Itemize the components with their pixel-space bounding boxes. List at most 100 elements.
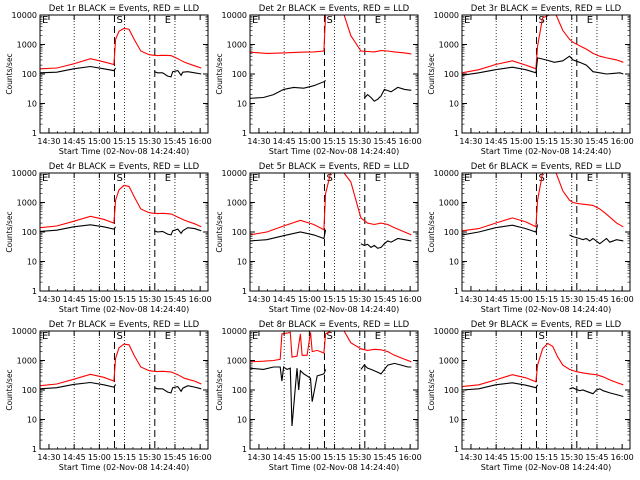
- x-tick-label: 14:45: [485, 137, 508, 146]
- start-marker-label: S: [538, 331, 544, 342]
- y-axis-label: Counts/sec: [215, 211, 224, 252]
- plot-frame: [249, 172, 419, 292]
- x-tick-label: 15:45: [585, 137, 608, 146]
- end-marker-label: E: [165, 331, 171, 342]
- x-tick-label: 15:15: [113, 295, 136, 304]
- x-tick-label: 15:00: [298, 295, 321, 304]
- plot-frame: [461, 172, 631, 292]
- y-tick-label: 10: [27, 258, 37, 267]
- end-marker-label: E: [587, 331, 593, 342]
- events-series-line: [250, 366, 327, 427]
- end-marker-label: E: [165, 15, 171, 26]
- x-axis-label: Start Time (02-Nov-08 14:24:40): [59, 463, 189, 472]
- x-axis-label: Start Time (02-Nov-08 14:24:40): [269, 305, 399, 314]
- y-tick-label: 10000: [434, 11, 459, 20]
- x-tick-label: 16:00: [189, 453, 212, 462]
- y-tick-label: 10000: [222, 11, 247, 20]
- end-marker-label: E: [375, 331, 381, 342]
- x-tick-label: 15:00: [298, 137, 321, 146]
- events-series-line: [569, 234, 624, 245]
- y-tick-label: 1: [242, 445, 247, 454]
- x-tick-label: 15:15: [323, 453, 346, 462]
- x-tick-label: 14:45: [273, 137, 296, 146]
- plot-frame: [39, 14, 209, 134]
- plot-frame: [249, 330, 419, 450]
- y-tick-label: 1000: [439, 199, 459, 208]
- events-series-line: [40, 65, 117, 74]
- x-tick-label: 14:30: [247, 453, 270, 462]
- x-tick-label: 16:00: [189, 295, 212, 304]
- x-tick-label: 16:00: [399, 295, 422, 304]
- x-axis-label: Start Time (02-Nov-08 14:24:40): [269, 463, 399, 472]
- y-tick-label: 10: [449, 258, 459, 267]
- y-axis-label: Counts/sec: [5, 211, 14, 252]
- y-tick-label: 10: [27, 100, 37, 109]
- y-axis-label: Counts/sec: [5, 53, 14, 94]
- events-series-line: [40, 224, 117, 232]
- events-series-line: [462, 382, 539, 391]
- panel-title: Det 8r BLACK = Events, RED = LLD: [259, 320, 410, 330]
- y-tick-label: 100: [444, 228, 459, 237]
- start-marker-label: S: [116, 331, 122, 342]
- events-series-line: [154, 69, 202, 78]
- lld-series-line: [462, 15, 624, 74]
- y-tick-label: 10: [237, 416, 247, 425]
- end-marker-label: E: [165, 173, 171, 184]
- x-tick-label: 15:45: [373, 137, 396, 146]
- x-tick-label: 14:30: [37, 295, 60, 304]
- x-tick-label: 14:45: [63, 295, 86, 304]
- y-tick-label: 10000: [434, 169, 459, 178]
- x-tick-label: 16:00: [611, 137, 634, 146]
- y-tick-label: 100: [22, 386, 37, 395]
- panel-title: Det 6r BLACK = Events, RED = LLD: [471, 162, 622, 172]
- x-tick-label: 15:00: [298, 453, 321, 462]
- y-tick-label: 10000: [12, 11, 37, 20]
- end-marker-label: E: [252, 331, 258, 342]
- x-axis-label: Start Time (02-Nov-08 14:24:40): [481, 463, 611, 472]
- y-tick-label: 1000: [17, 357, 37, 366]
- x-tick-label: 15:00: [510, 453, 533, 462]
- x-tick-label: 15:15: [535, 137, 558, 146]
- x-tick-label: 15:45: [373, 453, 396, 462]
- y-axis-label: Counts/sec: [427, 211, 436, 252]
- x-tick-label: 15:15: [323, 137, 346, 146]
- y-tick-label: 1: [454, 445, 459, 454]
- lld-series-line: [40, 343, 202, 387]
- x-tick-label: 15:45: [585, 453, 608, 462]
- x-tick-label: 15:45: [585, 295, 608, 304]
- panel-title: Det 1r BLACK = Events, RED = LLD: [49, 4, 200, 14]
- end-marker-label: E: [464, 173, 470, 184]
- events-series-line: [360, 237, 412, 249]
- y-tick-label: 1: [32, 445, 37, 454]
- x-tick-label: 16:00: [611, 295, 634, 304]
- panel-title: Det 5r BLACK = Events, RED = LLD: [259, 162, 410, 172]
- x-tick-label: 14:45: [273, 453, 296, 462]
- x-tick-label: 14:30: [459, 295, 482, 304]
- x-tick-label: 14:45: [485, 295, 508, 304]
- events-series-line: [569, 387, 624, 398]
- end-marker-label: E: [587, 15, 593, 26]
- y-tick-label: 1: [32, 129, 37, 138]
- x-axis-label: Start Time (02-Nov-08 14:24:40): [481, 305, 611, 314]
- end-marker-label: E: [587, 173, 593, 184]
- y-tick-label: 100: [444, 386, 459, 395]
- x-tick-label: 14:30: [247, 295, 270, 304]
- x-tick-label: 15:45: [163, 137, 186, 146]
- y-tick-label: 10: [449, 100, 459, 109]
- x-tick-label: 16:00: [399, 137, 422, 146]
- end-marker-label: E: [42, 173, 48, 184]
- events-series-line: [250, 229, 327, 242]
- panel-title: Det 3r BLACK = Events, RED = LLD: [471, 4, 622, 14]
- y-tick-label: 1: [32, 287, 37, 296]
- x-axis-label: Start Time (02-Nov-08 14:24:40): [59, 305, 189, 314]
- events-series-line: [360, 362, 412, 375]
- x-tick-label: 14:45: [273, 295, 296, 304]
- y-tick-label: 1: [454, 129, 459, 138]
- start-marker-label: S: [116, 15, 122, 26]
- events-series-line: [154, 385, 202, 394]
- x-tick-label: 15:15: [323, 295, 346, 304]
- events-series-line: [462, 55, 624, 76]
